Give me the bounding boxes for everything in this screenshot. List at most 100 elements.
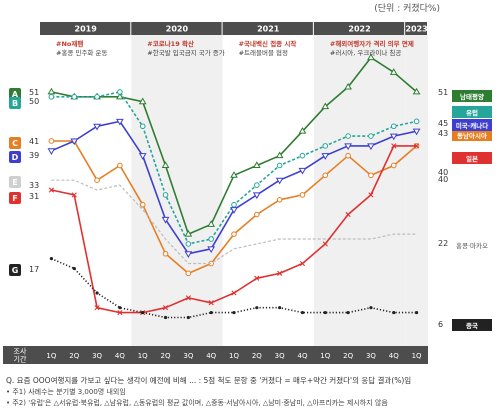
legend-label: 동남아시아 — [457, 131, 487, 140]
data-point — [299, 260, 306, 267]
x-tick-label: 2Q — [343, 352, 353, 360]
data-point — [392, 310, 396, 315]
legend-tag-G — [452, 319, 492, 331]
series-end-value: 43 — [438, 129, 448, 138]
data-point — [322, 241, 328, 247]
year-cell-2021 — [222, 22, 313, 35]
x-tick-label: 1Q — [229, 352, 239, 360]
series-badge-C — [9, 137, 21, 149]
corner-label: 조사 — [14, 347, 27, 356]
legend-tag-A — [452, 90, 492, 102]
data-point — [346, 310, 350, 315]
x-tick-label: 1Q — [412, 352, 422, 360]
data-point — [298, 167, 307, 175]
data-point — [185, 295, 191, 301]
data-point — [275, 151, 284, 159]
data-point — [391, 143, 397, 149]
legend-tag-F — [452, 152, 492, 164]
data-point — [275, 177, 284, 185]
series-start-value: 33 — [29, 181, 39, 190]
series-start-value: 50 — [29, 97, 39, 106]
year-header: 2019 2020 2021 2022 2023 — [40, 22, 428, 35]
data-point — [209, 310, 213, 315]
data-point — [162, 192, 169, 198]
data-point — [254, 275, 260, 281]
series-badges: A 51 B 50 C 41 D 39 E 33 F 31 G 17 — [9, 88, 39, 276]
series-end-value: 22 — [438, 239, 448, 248]
data-point — [367, 143, 375, 151]
year-band-2020 — [131, 35, 223, 346]
data-point — [94, 305, 100, 311]
data-point — [345, 152, 351, 159]
data-point — [139, 201, 146, 208]
data-point — [116, 118, 124, 126]
event-title: #No재팬 — [56, 39, 83, 48]
data-point — [389, 68, 398, 75]
data-point — [116, 92, 124, 100]
series-B — [48, 89, 420, 247]
event-subtitle: #홍콩 민주화 운동 — [56, 48, 107, 57]
series-start-value: 17 — [29, 265, 39, 274]
legend: 51 남태평양 45 유럽 40 동남아시아 43 미국·캐나다 22 홍콩·마카오 40 일본 6 중국 — [438, 88, 492, 331]
data-point — [413, 143, 420, 149]
data-point — [389, 133, 398, 141]
data-point — [298, 126, 307, 134]
x-tick-label: 4Q — [206, 352, 216, 360]
series-F — [48, 143, 420, 316]
event-title: #코로나19 확산 — [147, 39, 194, 48]
series-badge-letter: A — [12, 90, 19, 99]
event-title: #국내백신 접종 시작 — [239, 39, 297, 48]
data-point — [413, 118, 420, 125]
year-label-2022: 2022 — [348, 25, 370, 34]
year-label-2020: 2020 — [166, 25, 189, 34]
data-point — [390, 162, 397, 169]
data-point — [138, 153, 147, 160]
x-tick-label: 3Q — [183, 352, 193, 360]
series-badge-letter: D — [12, 153, 19, 162]
series-lines — [47, 53, 421, 320]
series-line-G — [51, 257, 417, 319]
data-point — [95, 291, 99, 295]
x-tick-label: 3Q — [366, 352, 376, 360]
data-point — [369, 306, 373, 310]
year-cell-2022 — [313, 22, 405, 35]
series-badge-B — [9, 97, 21, 109]
data-point — [345, 133, 351, 139]
event-subtitle: #한국발 입국금지 국가 증가 — [147, 48, 224, 57]
series-badge-letter: C — [12, 139, 18, 148]
series-badge-D — [9, 151, 21, 163]
series-end-value: 6 — [438, 320, 443, 329]
data-point — [184, 251, 193, 258]
data-point — [48, 94, 55, 100]
data-point — [231, 201, 237, 208]
data-point — [323, 310, 327, 315]
data-point — [344, 143, 352, 151]
legend-label: 중국 — [466, 322, 478, 330]
event-subtitle: #트래블버블 협정 — [239, 48, 288, 57]
data-point — [321, 102, 330, 110]
data-point — [185, 241, 192, 247]
data-point — [208, 236, 214, 242]
x-tick-label: 1Q — [320, 352, 330, 360]
data-point — [139, 123, 146, 130]
data-point — [47, 148, 56, 155]
data-point — [252, 161, 261, 168]
series-badge-letter: B — [12, 99, 18, 108]
data-point — [161, 216, 170, 224]
data-point — [232, 310, 236, 315]
x-tick-label: 2Q — [69, 352, 79, 360]
data-point — [117, 309, 123, 316]
data-point — [117, 89, 123, 95]
series-badge-letter: F — [12, 194, 17, 203]
data-point — [277, 270, 283, 276]
data-point — [321, 153, 330, 160]
x-axis-bar — [3, 346, 428, 364]
data-point — [299, 192, 306, 198]
series-end-value: 45 — [438, 119, 448, 128]
series-badge-F — [9, 192, 21, 204]
unit-label: (단위 : 커졌다%) — [374, 2, 440, 14]
data-point — [230, 171, 238, 178]
data-point — [48, 138, 55, 144]
